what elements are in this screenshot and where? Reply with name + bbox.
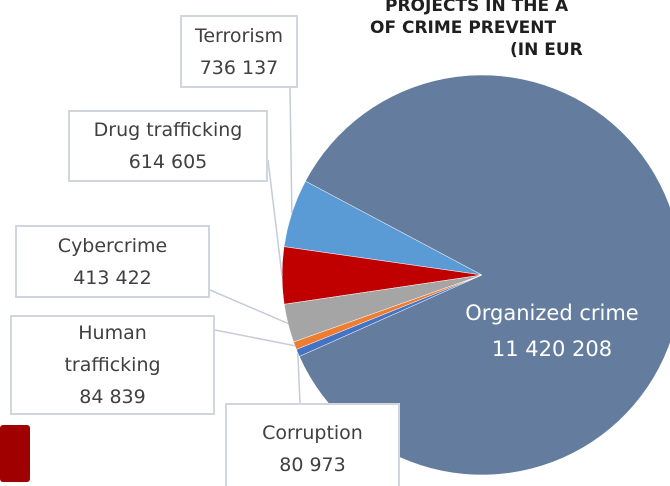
value-label: 614 605 — [128, 151, 208, 173]
category-label: Organized crime — [465, 301, 639, 325]
category-label: Terrorism — [194, 24, 284, 47]
value-label: 11 420 208 — [491, 337, 613, 361]
leader-line — [267, 159, 283, 276]
data-label-box: Cybercrime 413 422 — [15, 225, 210, 298]
category-label: Corruption — [262, 422, 363, 444]
data-label-box: Corruption 80 973 — [225, 403, 400, 486]
data-label-box: Human trafficking 84 839 — [10, 315, 215, 415]
value-label: 80 973 — [279, 454, 346, 476]
decoration — [0, 425, 30, 482]
leader-line — [297, 352, 301, 404]
value-label: 736 137 — [199, 56, 279, 79]
data-label-box: Terrorism 736 137 — [180, 15, 298, 88]
category-label: Human trafficking — [64, 322, 161, 376]
chart-title: (IN EUR — [510, 40, 583, 60]
category-label: Drug trafficking — [93, 119, 243, 141]
value-label: 84 839 — [79, 386, 146, 408]
leader-line — [214, 329, 296, 347]
value-label: 413 422 — [73, 266, 152, 289]
chart-title: OF CRIME PREVENT — [370, 18, 556, 38]
data-label-box: Drug trafficking 614 605 — [68, 110, 268, 182]
leader-line — [209, 289, 289, 325]
data-label: Organized crime 11 420 208 — [442, 295, 662, 367]
chart-title: PROJECTS IN THE A — [385, 0, 569, 16]
category-label: Cybercrime — [57, 234, 168, 257]
leader-line — [289, 87, 293, 213]
pie-slice — [299, 74, 670, 476]
